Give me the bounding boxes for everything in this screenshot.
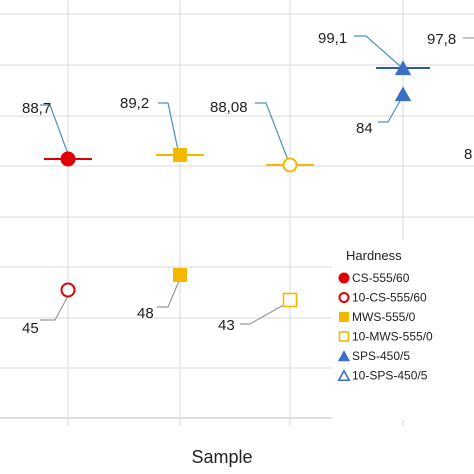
data-labels: 88,7 45 89,2 48 88,08 43 99,1 84 97,8 8	[22, 30, 472, 337]
data-label: 45	[22, 320, 39, 337]
legend-marker	[337, 369, 351, 382]
data-point	[173, 148, 187, 162]
data-label: 97,8	[427, 31, 456, 48]
legend-marker	[338, 292, 350, 303]
label-leader-line	[240, 302, 288, 325]
data-label: 43	[218, 317, 235, 334]
data-point	[394, 86, 412, 102]
legend-entry: 10-MWS-555/0	[352, 330, 433, 344]
data-label: 84	[356, 120, 373, 137]
legend: Hardness CS-555/60 10-CS-555/60 MWS-555/0 10…	[332, 240, 474, 420]
data-label: 88,08	[210, 99, 248, 116]
label-leader-line	[354, 35, 401, 67]
label-leader-line	[40, 295, 69, 321]
data-point	[282, 157, 298, 173]
legend-entry: CS-555/60	[352, 271, 410, 285]
legend-marker	[339, 312, 349, 322]
legend-marker	[337, 350, 351, 362]
data-point	[60, 151, 76, 167]
label-leader-line	[255, 102, 289, 161]
data-label: 88,7	[22, 100, 51, 117]
legend-entry: MWS-555/0	[352, 310, 416, 324]
data-point	[282, 292, 298, 308]
label-leader-line	[158, 102, 179, 151]
label-leader-line	[40, 104, 69, 155]
legend-entry: 10-SPS-450/5	[352, 369, 428, 383]
x-axis-label: Sample	[191, 447, 252, 467]
label-leaders	[40, 35, 474, 325]
data-point	[60, 282, 76, 298]
data-label: 89,2	[120, 95, 149, 112]
legend-marker	[338, 272, 350, 284]
data-point	[394, 60, 412, 76]
data-point	[173, 268, 187, 282]
data-markers	[60, 60, 412, 308]
legend-entry: 10-CS-555/60	[352, 291, 427, 305]
data-label: 48	[137, 305, 154, 322]
legend-entry: SPS-450/5	[352, 349, 410, 363]
data-label: 8	[464, 146, 472, 163]
legend-marker	[338, 331, 350, 342]
legend-background	[332, 240, 474, 420]
legend-title: Hardness	[346, 248, 402, 263]
label-leader-line	[157, 280, 180, 308]
label-leader-line	[378, 100, 401, 123]
data-label: 99,1	[318, 30, 347, 47]
